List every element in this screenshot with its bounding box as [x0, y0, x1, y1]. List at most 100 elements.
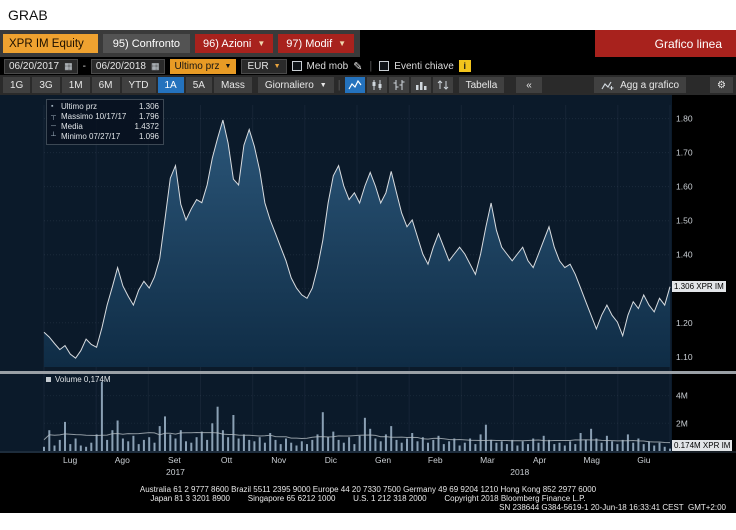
toolbar-range: 06/20/2017 ▦ - 06/20/2018 ▦ Ultimo prz ▼…: [0, 57, 736, 75]
ohlc-bar-chart-icon[interactable]: [388, 77, 409, 93]
chevron-down-icon: ▼: [338, 39, 347, 48]
frequency-dropdown[interactable]: Giornaliero ▼: [257, 77, 334, 93]
legend-marker-icon: ┴: [51, 133, 56, 140]
pencil-edit-icon[interactable]: ✎: [353, 60, 363, 73]
calendar-icon[interactable]: ▦: [150, 60, 160, 71]
eventi-chiave-label: Eventi chiave: [394, 60, 454, 72]
legend-item-2: ─ Media 1.4372: [51, 122, 159, 132]
currency-dropdown[interactable]: EUR ▼: [241, 58, 287, 74]
svg-text:Mag: Mag: [583, 455, 600, 465]
period-tab-1a[interactable]: 1A: [157, 77, 184, 93]
svg-text:Apr: Apr: [533, 455, 546, 465]
date-to-field[interactable]: 06/20/2018 ▦: [90, 58, 165, 74]
chevron-down-icon: ▼: [319, 81, 327, 89]
med-mob-label: Med mob: [306, 60, 349, 72]
chart-title-label: Grafico linea: [654, 36, 722, 51]
period-tab-5a[interactable]: 5A: [185, 77, 212, 93]
up-down-arrows-icon[interactable]: [432, 77, 453, 93]
date-separator: -: [82, 60, 86, 72]
line-chart-icon[interactable]: [344, 77, 365, 93]
volume-legend: Volume 0,174M: [46, 375, 111, 384]
last-price-axis-tag: 1.306 XPR IM: [672, 281, 726, 292]
svg-text:Mar: Mar: [480, 455, 495, 465]
page-title: GRAB: [8, 7, 48, 23]
svg-text:Feb: Feb: [428, 455, 443, 465]
ticker-field[interactable]: XPR IM Equity: [3, 34, 98, 53]
svg-text:1.80: 1.80: [676, 114, 693, 124]
collapse-chevrons-icon: «: [526, 79, 532, 91]
period-tab-ytd[interactable]: YTD: [121, 77, 156, 93]
legend-value: 1.796: [138, 112, 159, 121]
chart-legend: ▪ Ultimo prz 1.306 ┬ Massimo 10/17/17 1.796 ─ M…: [46, 99, 164, 145]
gear-icon: ⚙: [717, 79, 726, 91]
med-mob-checkbox[interactable]: [291, 61, 302, 71]
chart-type-title: Grafico linea: [594, 30, 736, 57]
chart-panel: 1.101.201.301.401.501.601.701.802M4MLugA…: [0, 95, 736, 480]
legend-label: Massimo 10/17/17: [61, 112, 127, 121]
legend-label: Minimo 07/27/17: [61, 132, 121, 141]
svg-text:1.70: 1.70: [676, 148, 693, 158]
svg-text:Nov: Nov: [271, 455, 287, 465]
legend-item-0: ▪ Ultimo prz 1.306: [51, 102, 159, 112]
svg-text:Giu: Giu: [637, 455, 651, 465]
grab-title-bar: GRAB: [0, 0, 736, 30]
price-field-dropdown[interactable]: Ultimo prz ▼: [169, 58, 237, 74]
svg-text:1.10: 1.10: [676, 352, 693, 362]
period-tabs: 1G 3G 1M 6M YTD 1A 5A Mass: [3, 77, 252, 93]
legend-marker-icon: ┬: [51, 113, 56, 120]
svg-text:Set: Set: [168, 455, 181, 465]
footer-contacts-line2: Japan 81 3 3201 8900 Singapore 65 6212 1…: [150, 494, 586, 503]
legend-value: 1.096: [138, 132, 159, 141]
last-volume-axis-tag: 0.174M XPR IM: [672, 440, 733, 451]
candlestick-chart-icon[interactable]: [366, 77, 387, 93]
date-from-field[interactable]: 06/20/2017 ▦: [4, 58, 78, 74]
add-chart-icon: [601, 81, 614, 90]
ticker-label: XPR IM Equity: [9, 37, 84, 50]
currency-label: EUR: [247, 60, 269, 72]
frequency-label: Giornaliero: [264, 79, 314, 91]
modif-menu-button[interactable]: 97) Modif ▼: [278, 34, 355, 53]
divider: |: [337, 79, 341, 91]
add-to-chart-button[interactable]: Agg a grafico: [594, 77, 687, 93]
svg-text:1.40: 1.40: [676, 250, 693, 260]
price-volume-chart[interactable]: 1.101.201.301.401.501.601.701.802M4MLugA…: [0, 95, 736, 480]
collapse-button[interactable]: «: [516, 77, 542, 93]
toolbar-main: XPR IM Equity 95) Confronto 96) Azioni ▼…: [0, 30, 736, 57]
modif-label: 97) Modif: [286, 37, 333, 50]
calendar-icon[interactable]: ▦: [64, 60, 73, 71]
legend-item-3: ┴ Minimo 07/27/17 1.096: [51, 132, 159, 142]
azioni-label: 96) Azioni: [203, 37, 252, 50]
price-field-label: Ultimo prz: [174, 60, 220, 72]
period-tab-6m[interactable]: 6M: [91, 77, 120, 93]
bar-volume-chart-icon[interactable]: [410, 77, 431, 93]
legend-label: Ultimo prz: [61, 102, 98, 111]
bloomberg-footer: Australia 61 2 9777 8600 Brazil 5511 239…: [0, 480, 736, 513]
svg-text:Gen: Gen: [375, 455, 391, 465]
toolbar-chart-controls: 1G 3G 1M 6M YTD 1A 5A Mass Giornaliero ▼ | Tabe…: [0, 75, 736, 95]
chevron-down-icon: ▼: [257, 39, 266, 48]
azioni-menu-button[interactable]: 96) Azioni ▼: [195, 34, 274, 53]
svg-text:Ago: Ago: [115, 455, 130, 465]
svg-text:1.60: 1.60: [676, 182, 693, 192]
period-tab-1m[interactable]: 1M: [61, 77, 90, 93]
svg-text:2018: 2018: [510, 467, 529, 477]
svg-text:Ott: Ott: [221, 455, 233, 465]
footer-contacts-line1: Australia 61 2 9777 8600 Brazil 5511 239…: [139, 485, 597, 494]
info-icon[interactable]: i: [458, 60, 471, 72]
legend-marker-icon: ▪: [51, 103, 54, 110]
period-tab-3g[interactable]: 3G: [32, 77, 60, 93]
tabella-button[interactable]: Tabella: [458, 77, 505, 93]
date-to-value: 06/20/2018: [95, 60, 146, 72]
period-tab-1g[interactable]: 1G: [3, 77, 31, 93]
period-tab-mass[interactable]: Mass: [213, 77, 252, 93]
svg-text:Dic: Dic: [325, 455, 338, 465]
eventi-chiave-checkbox[interactable]: [379, 61, 390, 71]
settings-gear-button[interactable]: ⚙: [710, 77, 733, 93]
svg-text:2M: 2M: [676, 418, 688, 428]
legend-item-1: ┬ Massimo 10/17/17 1.796: [51, 112, 159, 122]
confronto-label: 95) Confronto: [112, 37, 181, 50]
confronto-button[interactable]: 95) Confronto: [102, 34, 191, 53]
svg-text:1.50: 1.50: [676, 216, 693, 226]
svg-text:Lug: Lug: [63, 455, 77, 465]
